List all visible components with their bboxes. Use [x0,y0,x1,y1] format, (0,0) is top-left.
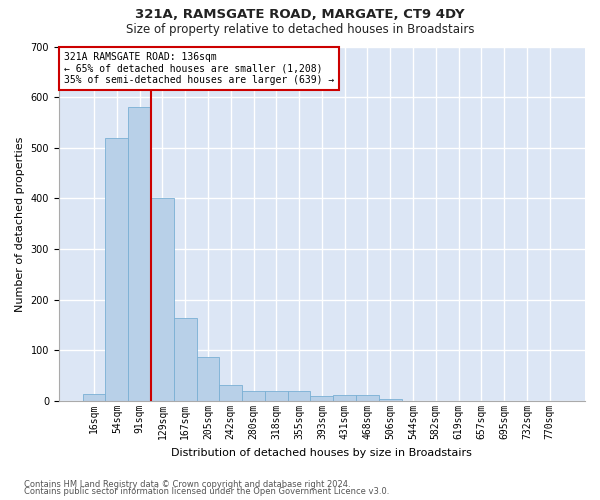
Bar [174,318,197,401]
Text: 321A, RAMSGATE ROAD, MARGATE, CT9 4DY: 321A, RAMSGATE ROAD, MARGATE, CT9 4DY [135,8,465,20]
Bar [83,394,106,401]
Bar [379,398,401,401]
Bar [310,396,333,401]
Y-axis label: Number of detached properties: Number of detached properties [15,136,25,312]
Text: Size of property relative to detached houses in Broadstairs: Size of property relative to detached ho… [126,22,474,36]
Bar [242,391,265,401]
Bar [265,391,288,401]
Text: Contains public sector information licensed under the Open Government Licence v3: Contains public sector information licen… [24,487,389,496]
Bar [128,108,151,401]
X-axis label: Distribution of detached houses by size in Broadstairs: Distribution of detached houses by size … [172,448,472,458]
Bar [333,395,356,401]
Bar [197,356,220,401]
Text: 321A RAMSGATE ROAD: 136sqm
← 65% of detached houses are smaller (1,208)
35% of s: 321A RAMSGATE ROAD: 136sqm ← 65% of deta… [64,52,334,85]
Bar [220,385,242,401]
Bar [288,391,310,401]
Text: Contains HM Land Registry data © Crown copyright and database right 2024.: Contains HM Land Registry data © Crown c… [24,480,350,489]
Bar [106,138,128,401]
Bar [151,198,174,401]
Bar [356,395,379,401]
